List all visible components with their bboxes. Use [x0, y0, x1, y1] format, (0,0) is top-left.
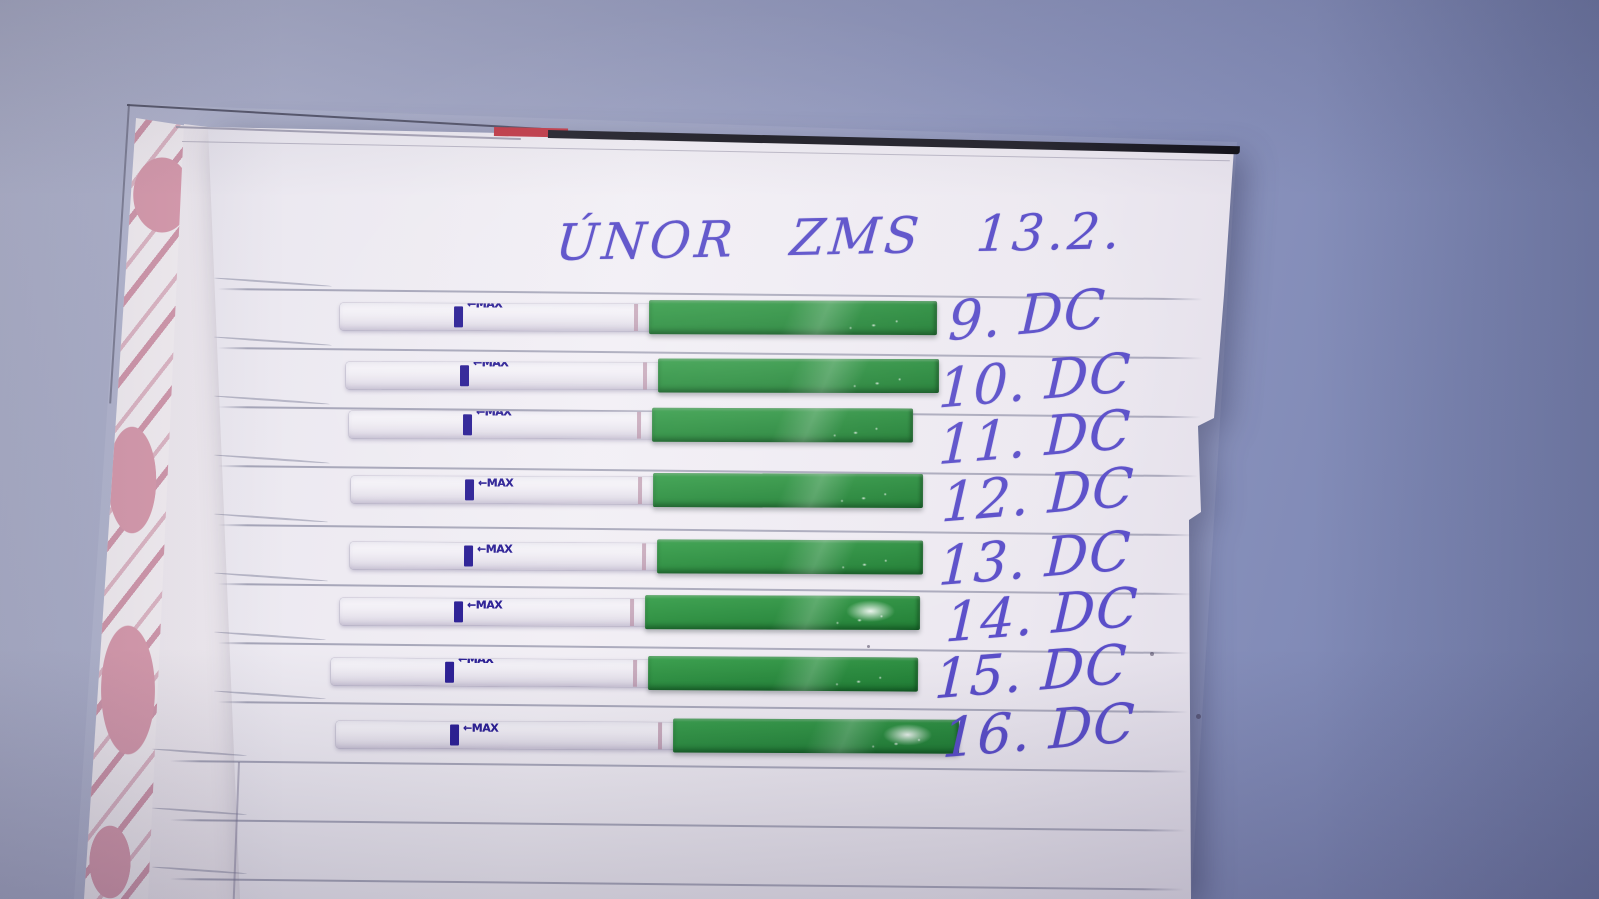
green-handle — [672, 718, 960, 754]
green-handle — [647, 655, 919, 692]
max-line-band — [459, 365, 470, 387]
handle-gloss — [648, 300, 938, 336]
test-result-line — [642, 362, 648, 390]
green-handle — [657, 358, 940, 394]
green-handle — [656, 539, 924, 575]
ovulation-test-strip: ←MAX ←MAX — [349, 542, 661, 571]
max-line-band — [453, 306, 464, 328]
test-result-line — [641, 543, 647, 571]
green-handle — [651, 407, 914, 443]
heading-handwriting: ÚNOR ZMS 13.2. — [553, 201, 1127, 273]
max-line-band — [444, 661, 455, 683]
test-result-line — [637, 477, 643, 505]
handle-gloss — [657, 358, 940, 394]
handle-gloss — [647, 655, 919, 692]
test-result-line — [657, 722, 663, 750]
max-line-band — [462, 414, 473, 436]
handle-gloss — [651, 407, 914, 443]
ovulation-test-strip: ←MAX ←MAX ←MAX — [339, 303, 653, 332]
day-label-handwriting: 9. DC — [947, 276, 1108, 354]
ovulation-test-strip: ←MAX ←MAX ←MAX — [330, 658, 652, 687]
green-handle — [644, 595, 921, 631]
green-handle — [648, 300, 938, 336]
light-glare — [672, 718, 960, 754]
ovulation-test-strip: ←MAX ←MAX — [335, 721, 677, 750]
test-result-line — [633, 304, 639, 332]
ovulation-test-strip: ←MAX ←MAX ←MAX — [345, 362, 662, 390]
dust-speck — [867, 645, 870, 648]
max-line-band — [464, 479, 475, 501]
max-line-band — [453, 601, 464, 623]
ovulation-test-strip: ←MAX ←MAX ←MAX — [348, 411, 656, 439]
max-line-band — [449, 724, 460, 746]
dust-speck — [1196, 714, 1201, 719]
light-glare — [644, 595, 921, 631]
dust-speck — [1150, 652, 1154, 656]
green-handle — [652, 473, 924, 508]
test-result-line — [629, 599, 635, 627]
handle-gloss — [656, 539, 924, 575]
ovulation-test-strip: ←MAX ←MAX — [339, 598, 649, 627]
handle-gloss — [652, 473, 924, 508]
ovulation-test-strip: ←MAX ←MAX — [350, 476, 657, 505]
max-line-band — [463, 545, 474, 567]
test-result-line — [636, 411, 642, 439]
test-result-line — [632, 659, 638, 687]
